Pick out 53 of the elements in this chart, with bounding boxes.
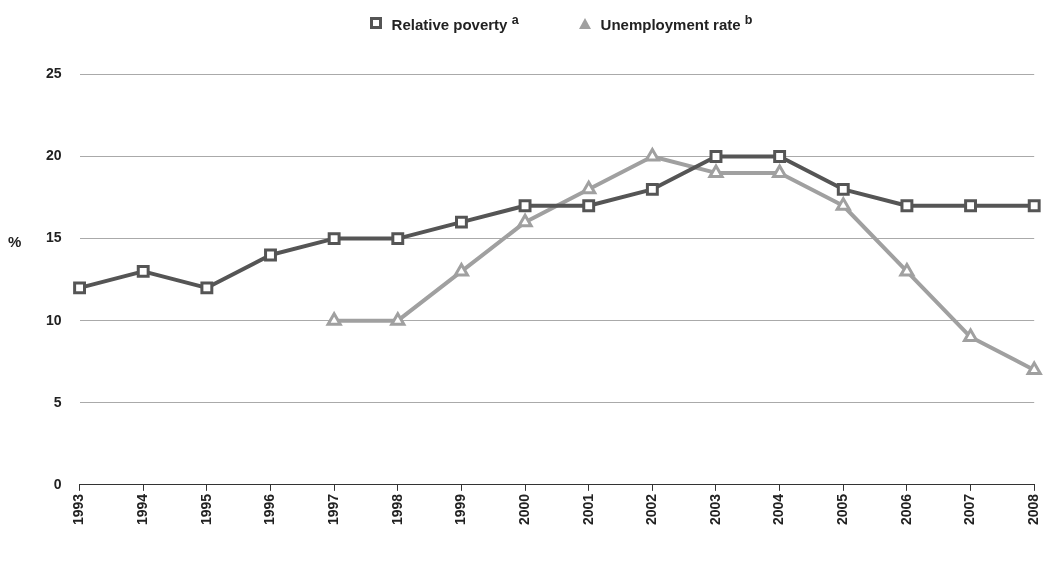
y-tick-label: 5 (53, 393, 62, 410)
point (326, 312, 342, 326)
point (453, 262, 469, 277)
x-tick-label: 2002 (643, 493, 660, 526)
y-tick-label: 0 (53, 475, 62, 492)
point (772, 164, 788, 178)
point (200, 281, 214, 295)
x-tick-label: 2006 (897, 493, 914, 526)
legend-label: Relative poverty $^{a}$ (391, 13, 519, 33)
point (1026, 361, 1042, 375)
x-tick-label: 2005 (834, 493, 851, 526)
x-tick-label: 1999 (452, 493, 469, 526)
point (900, 199, 914, 213)
point (1027, 199, 1041, 213)
x-tick-label: 2003 (706, 493, 723, 526)
x-tick-label: 1996 (261, 493, 278, 526)
point (773, 150, 787, 163)
point (582, 199, 596, 213)
legend-label: Unemployment rate $^{b}$ (600, 13, 753, 33)
point (454, 215, 468, 229)
point (708, 164, 724, 178)
y-tick-label: 10 (45, 311, 62, 328)
x-tick-label: 1998 (388, 493, 405, 526)
point (518, 199, 532, 213)
point (644, 147, 660, 162)
x-tick-label: 2007 (961, 493, 978, 526)
point (835, 197, 851, 211)
y-tick-label: 25 (45, 65, 62, 82)
x-tick-label: 1995 (197, 493, 214, 526)
x-tick-label: 2004 (770, 493, 787, 526)
point (73, 281, 87, 295)
point (136, 264, 150, 278)
x-tick-label: 1993 (70, 493, 87, 526)
point (899, 262, 915, 277)
point (264, 248, 277, 262)
point (581, 180, 597, 195)
point (645, 182, 659, 196)
x-tick-label: 1994 (134, 493, 151, 526)
point (391, 232, 405, 246)
x-tick-label: 2001 (579, 493, 596, 526)
y-axis-title: % (8, 232, 23, 250)
x-tick-label: 2008 (1025, 493, 1042, 526)
point (963, 328, 979, 343)
point (964, 199, 978, 213)
y-tick-label: 15 (45, 229, 62, 246)
x-tick-label: 2000 (515, 493, 532, 526)
x-tick-label: 1997 (325, 493, 341, 526)
point (709, 150, 723, 163)
point (836, 182, 850, 196)
point (517, 213, 533, 228)
point (327, 232, 341, 246)
y-tick-label: 20 (45, 147, 62, 164)
point (390, 312, 406, 326)
